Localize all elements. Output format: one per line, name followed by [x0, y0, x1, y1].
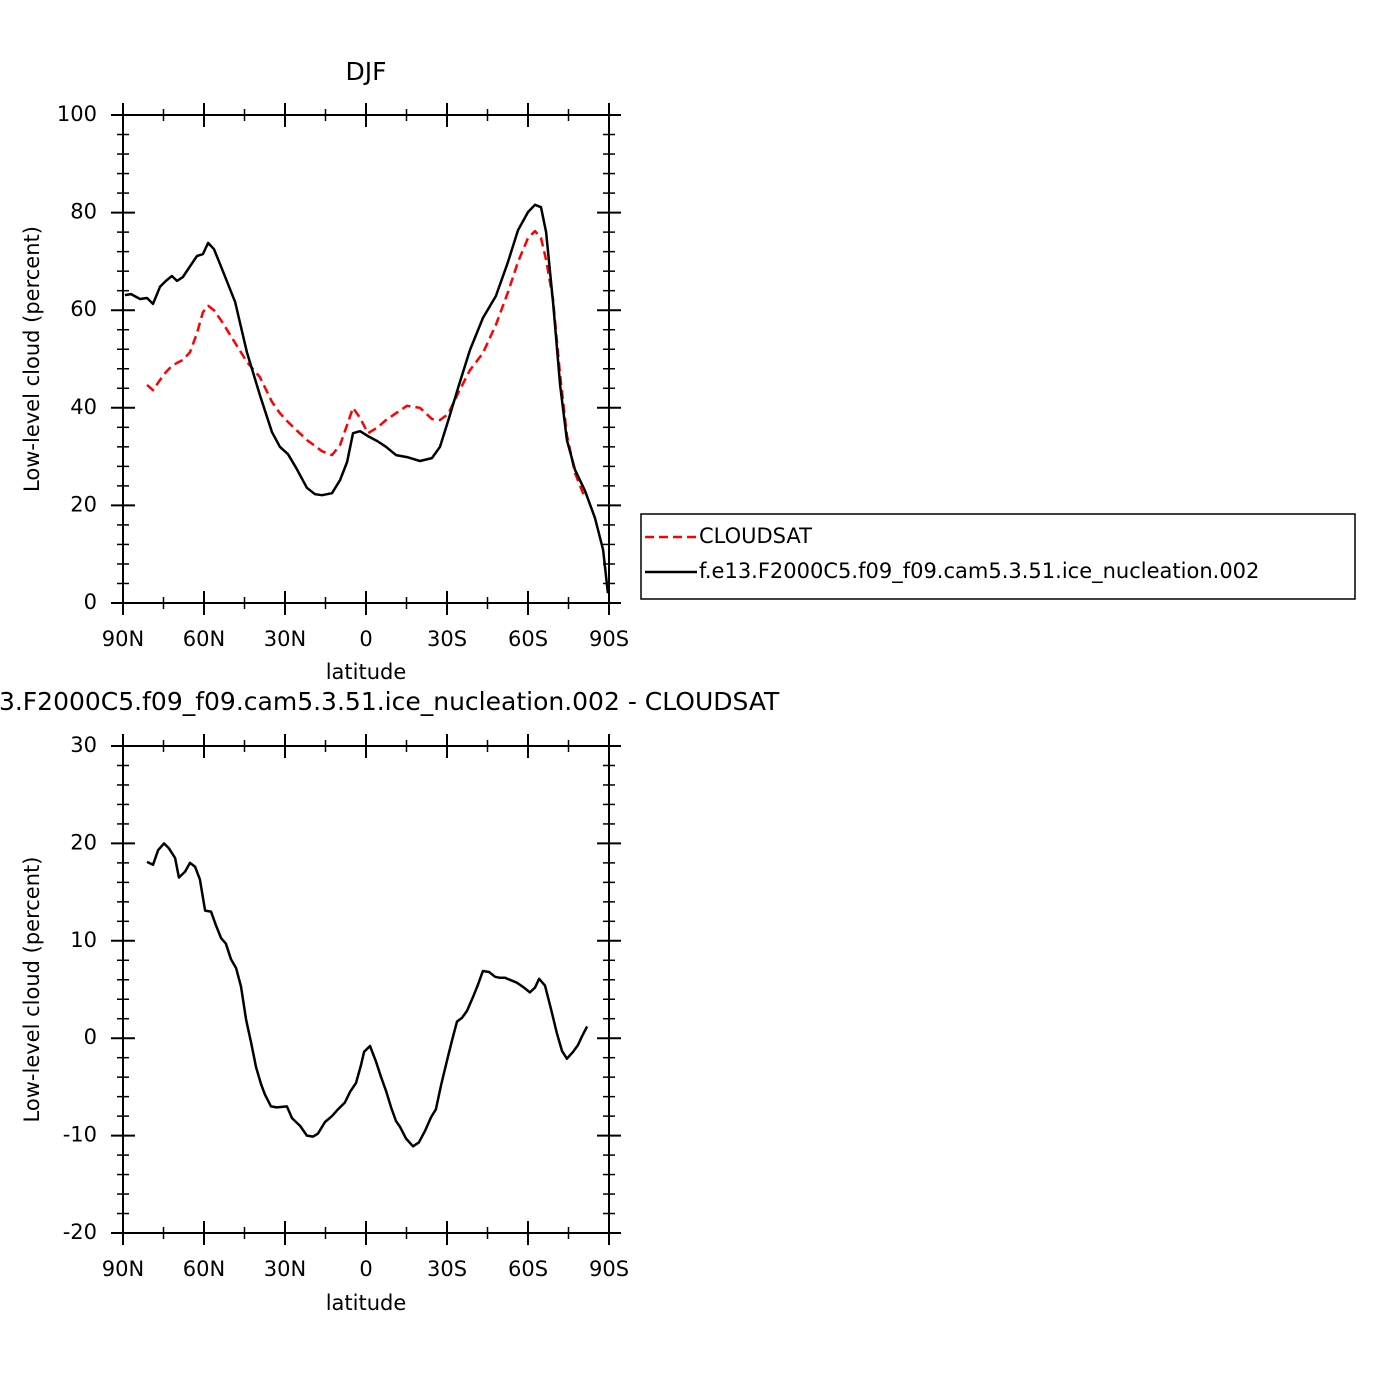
- x-tick-label: 90S: [589, 627, 629, 651]
- y-tick-label: 30: [70, 733, 97, 757]
- x-axis-label: latitude: [326, 660, 407, 684]
- y-tick-label: 0: [84, 1025, 97, 1049]
- x-tick-label: 30S: [427, 1257, 467, 1281]
- legend-box: [640, 513, 1356, 600]
- y-tick-label: 20: [70, 492, 97, 516]
- y-tick-label: 10: [70, 928, 97, 952]
- data-line: [146, 229, 587, 499]
- y-tick-label: 60: [70, 297, 97, 321]
- data-line: [124, 203, 610, 594]
- x-tick-label: 0: [359, 1257, 372, 1281]
- y-tick-label: -10: [63, 1123, 97, 1147]
- x-tick-label: 60S: [508, 1257, 548, 1281]
- chart-title: DJF: [345, 57, 386, 86]
- x-tick-label: 60N: [183, 627, 225, 651]
- x-tick-label: 90N: [102, 1257, 144, 1281]
- x-tick-label: 0: [359, 627, 372, 651]
- x-tick-label: 30S: [427, 627, 467, 651]
- y-tick-label: 0: [84, 590, 97, 614]
- x-tick-label: 90N: [102, 627, 144, 651]
- y-tick-label: 80: [70, 200, 97, 224]
- y-tick-label: 40: [70, 395, 97, 419]
- legend-label: f.e13.F2000C5.f09_f09.cam5.3.51.ice_nucl…: [699, 559, 1259, 584]
- y-axis-label: Low-level cloud (percent): [20, 857, 44, 1123]
- x-tick-label: 60N: [183, 1257, 225, 1281]
- plot-frame: [122, 114, 610, 604]
- y-tick-label: -20: [63, 1220, 97, 1244]
- x-tick-label: 30N: [264, 1257, 306, 1281]
- data-line: [146, 842, 589, 1148]
- x-tick-label: 30N: [264, 627, 306, 651]
- y-tick-label: 100: [57, 102, 97, 126]
- legend-label: CLOUDSAT: [699, 524, 812, 548]
- chart-title: f.e13.F2000C5.f09_f09.cam5.3.51.ice_nucl…: [0, 687, 780, 716]
- plot-frame: [122, 745, 610, 1234]
- x-tick-label: 90S: [589, 1257, 629, 1281]
- y-tick-label: 20: [70, 830, 97, 854]
- y-axis-label: Low-level cloud (percent): [20, 226, 44, 492]
- x-axis-label: latitude: [326, 1291, 407, 1315]
- x-tick-label: 60S: [508, 627, 548, 651]
